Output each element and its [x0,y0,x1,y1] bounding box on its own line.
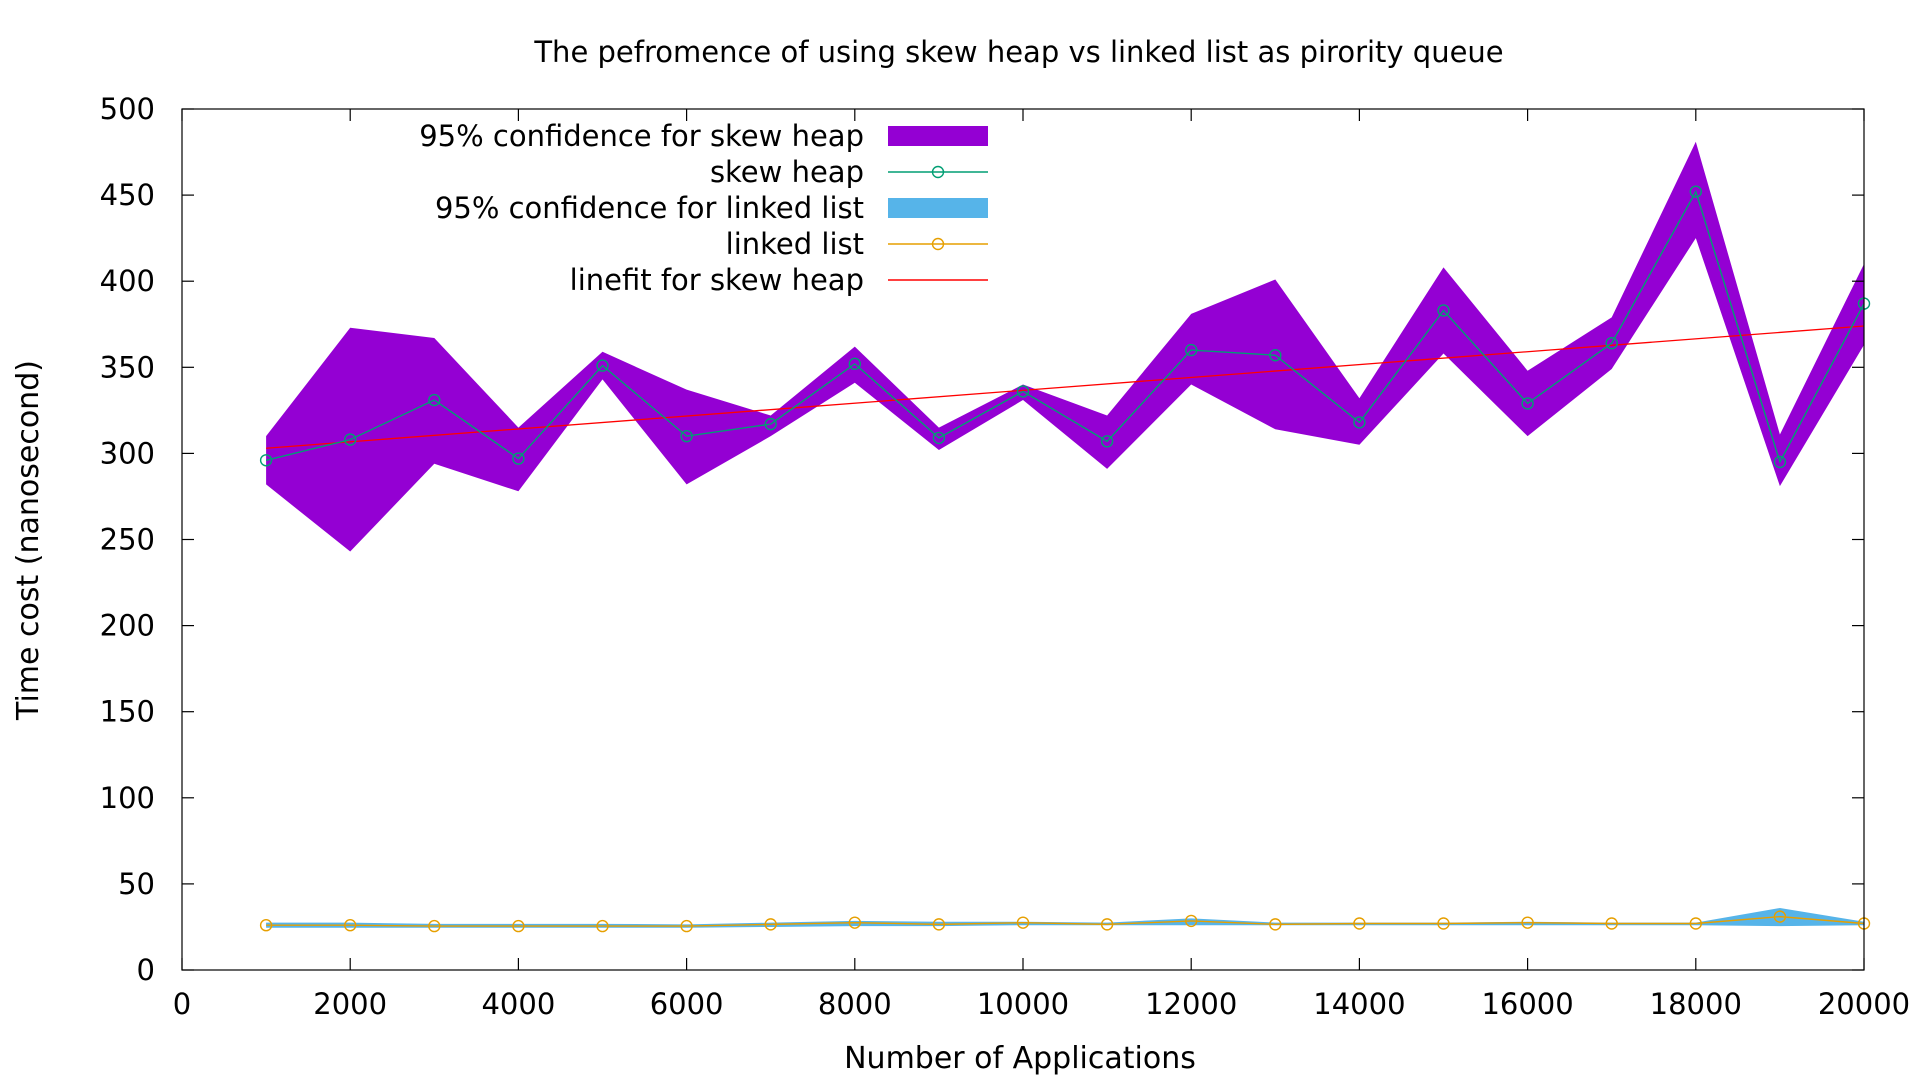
y-tick-label: 350 [100,350,155,384]
series-2-point [512,919,525,933]
y-tick-label: 0 [137,953,155,987]
x-tick-label: 2000 [313,987,387,1021]
series-2-point [848,916,861,929]
series-2-point [1521,916,1534,929]
x-tick-label: 10000 [977,987,1069,1021]
x-tick-label: 20000 [1818,987,1910,1021]
y-tick-label: 250 [100,523,155,557]
x-tick-label: 12000 [1145,987,1237,1021]
series-2-point [1016,916,1030,929]
x-tick-label: 4000 [481,987,555,1021]
series-1-point [1269,349,1282,362]
y-tick-label: 150 [100,695,155,729]
series-1-point [1016,385,1030,398]
confidence-band-1 [266,141,1865,552]
legend-marker [931,237,945,251]
bands-layer [266,141,1865,928]
chart-title: The pefromence of using skew heap vs lin… [533,35,1503,69]
confidence-band-2 [266,908,1865,928]
x-tick-label: 8000 [818,987,892,1021]
y-tick-label: 100 [100,781,155,815]
legend-item: 95% confidence for linked list [435,191,988,225]
series-1-point [1521,397,1534,410]
series-1-point [512,452,525,465]
labels-layer: 0 2000 4000 6000 8000 10000 12000 14000 16000 180… [11,35,1910,1076]
x-axis-label: Number of Applications [844,1041,1196,1076]
series-2-point [344,919,357,932]
legend-item: linefit for skew heap [570,263,988,297]
series-2-point [596,919,609,933]
series-1-point [848,357,861,371]
y-tick-label: 450 [100,178,155,212]
series-2-point [1100,918,1114,931]
legend-marker [931,165,945,179]
legend-label: 95% confidence for skew heap [419,119,864,153]
series-1-point [764,417,777,431]
series-1-point [1353,416,1366,429]
x-tick-label: 6000 [650,987,724,1021]
series-1-point [1437,304,1450,317]
series-layer [259,185,1871,933]
series-1-point [680,429,693,443]
y-tick-label: 200 [100,609,155,643]
legend-label: 95% confidence for linked list [435,191,864,225]
legend-item: 95% confidence for skew heap [419,119,988,153]
series-1-point [1773,455,1787,469]
series-1-point [259,454,273,467]
series-1-point [344,433,357,446]
series-2-point [932,918,946,931]
legend-label: linked list [726,227,864,261]
series-1-point [1100,435,1114,448]
series-1-point [932,431,946,445]
series-2-point [259,919,273,932]
series-2-point [1689,917,1703,930]
x-tick-label: 14000 [1313,987,1405,1021]
series-2-point [680,919,693,933]
series-2-point [1269,918,1282,931]
y-tick-label: 500 [100,92,155,126]
x-tick-label: 16000 [1481,987,1573,1021]
series-2-point [1353,917,1366,930]
series-2-point [1773,910,1787,923]
series-2-point [1184,914,1198,928]
series-2-point [1605,917,1618,930]
series-2-point [428,919,441,933]
series-1-point [1184,343,1198,357]
legend-swatch [888,126,988,146]
x-tick-label: 18000 [1650,987,1742,1021]
legend-swatch [888,198,988,218]
legend-item: linked list [726,227,988,261]
y-tick-label: 400 [100,264,155,298]
legend-label: skew heap [710,155,864,189]
y-tick-label: 300 [100,436,155,470]
series-2-point [764,918,777,931]
axes-layer [181,108,1865,971]
series-line-2 [266,915,1865,927]
series-1-point [1689,185,1703,198]
series-line-1 [265,189,1865,464]
legend-item: skew heap [710,155,988,189]
series-2-point [1437,917,1450,930]
plot-frame [181,108,1865,971]
fit-line [266,325,1865,449]
fit-layer [266,325,1865,449]
legend-label: linefit for skew heap [570,263,864,297]
y-tick-label: 50 [118,867,155,901]
series-1-point [428,393,441,407]
series-1-point [1605,336,1618,350]
series-1-point [596,359,609,372]
y-axis-label: Time cost (nanosecond) [11,360,46,721]
x-tick-label: 0 [173,987,191,1021]
